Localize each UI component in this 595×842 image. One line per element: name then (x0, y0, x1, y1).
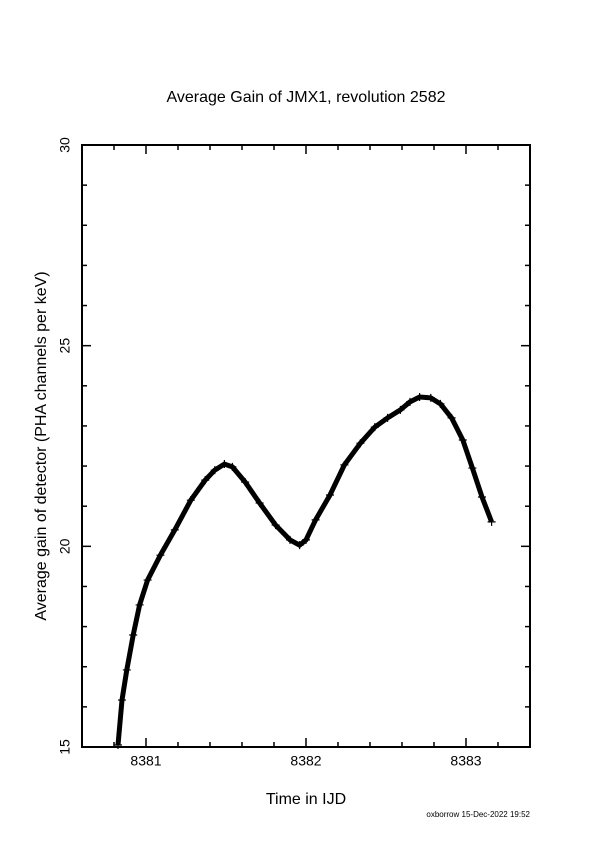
data-point (129, 631, 138, 640)
data-line (115, 394, 494, 746)
data-point (478, 492, 486, 501)
data-point (426, 393, 435, 402)
data-point (415, 393, 424, 402)
data-point (295, 541, 304, 550)
y-tick-label: 25 (57, 338, 73, 354)
x-tick-label: 8381 (130, 753, 161, 769)
footer: oxborrow 15-Dec-2022 19:52 (426, 810, 530, 819)
data-point (356, 439, 365, 448)
data-point (406, 397, 414, 406)
y-tick-label: 20 (57, 538, 73, 554)
data-point (286, 535, 294, 544)
data-point (228, 462, 237, 471)
data-point (370, 423, 379, 432)
data-point (156, 551, 165, 560)
data-point (114, 740, 122, 749)
data-point (201, 476, 210, 485)
data-point (122, 665, 131, 674)
data-point (468, 464, 477, 473)
data-point (170, 525, 179, 534)
y-axis-label: Average gain of detector (PHA channels p… (33, 271, 50, 620)
data-point (326, 490, 334, 499)
chart-title: Average Gain of JMX1, revolution 2582 (167, 89, 446, 106)
data-point (311, 515, 320, 524)
data-point (135, 600, 144, 609)
data-point (118, 696, 126, 705)
y-tick-label: 30 (57, 137, 73, 153)
x-tick-label: 8382 (290, 753, 321, 769)
data-point (383, 413, 392, 422)
data-point (210, 466, 219, 475)
data-point (340, 460, 349, 469)
x-tick-label: 8383 (450, 753, 481, 769)
data-point (302, 535, 310, 544)
data-point (458, 435, 467, 444)
data-point (271, 521, 280, 530)
x-axis-label: Time in IJD (266, 791, 346, 808)
data-point (436, 399, 445, 408)
y-tick-label: 15 (57, 739, 73, 755)
data-point (143, 576, 152, 585)
data-point (447, 413, 456, 422)
data-point (186, 496, 195, 505)
data-point (220, 460, 229, 469)
data-point (255, 498, 264, 507)
data-point (241, 478, 250, 487)
data-point (487, 517, 496, 526)
data-point (396, 405, 405, 414)
